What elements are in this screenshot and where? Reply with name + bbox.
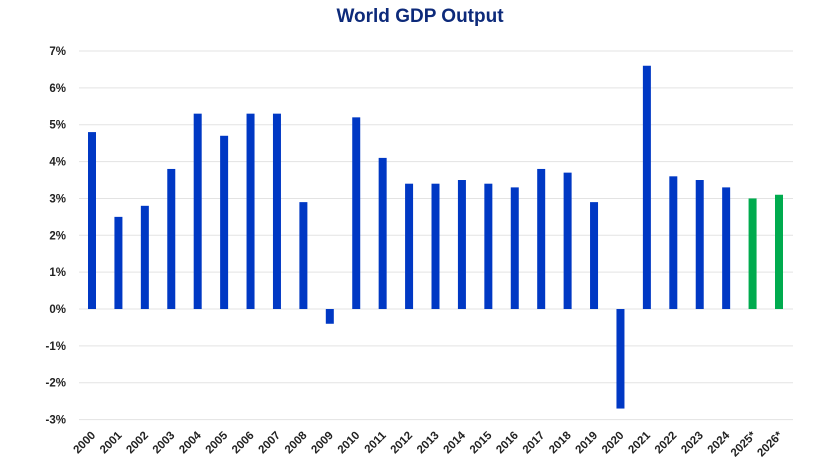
x-tick-label: 2008 — [283, 429, 310, 456]
x-tick-label: 2016 — [494, 430, 521, 457]
x-tick-label: 2013 — [415, 430, 442, 457]
bar-2004 — [193, 113, 202, 310]
y-tick-label: 2% — [49, 230, 66, 242]
x-tick-label: 2015 — [468, 429, 495, 456]
bar-2012 — [405, 183, 414, 310]
x-tick-label: 2020 — [600, 430, 627, 457]
y-tick-label: -1% — [46, 341, 66, 353]
bar-2016 — [510, 187, 519, 310]
bar-2006 — [246, 113, 255, 310]
x-tick-label: 2010 — [336, 430, 363, 457]
x-tick-label: 2012 — [389, 430, 416, 457]
x-tick-label: 2007 — [257, 430, 284, 457]
bar-2021 — [642, 65, 651, 310]
bar-2014 — [457, 180, 466, 310]
bar-2025* — [748, 198, 757, 310]
bar-2000 — [88, 132, 96, 310]
y-tick-label: -3% — [46, 415, 66, 427]
x-tick-label: 2026* — [755, 429, 785, 459]
x-tick-label: 2001 — [98, 429, 125, 456]
y-tick-label: 5% — [49, 120, 66, 132]
bar-2022 — [669, 176, 678, 310]
bar-2001 — [114, 216, 123, 310]
bar-2017 — [537, 168, 546, 310]
bar-2010 — [352, 117, 361, 310]
bar-2024 — [722, 187, 731, 310]
bar-2020 — [616, 309, 625, 409]
bar-2011 — [378, 157, 387, 310]
x-tick-label: 2017 — [521, 430, 548, 457]
bar-2018 — [563, 172, 572, 310]
y-tick-label: 7% — [49, 46, 66, 58]
bar-2009 — [325, 309, 334, 324]
x-tick-label: 2018 — [547, 429, 574, 456]
y-tick-label: -2% — [46, 378, 66, 390]
x-tick-label: 2002 — [124, 430, 151, 457]
x-tick-label: 2011 — [363, 429, 390, 456]
bar-2002 — [140, 205, 149, 310]
x-tick-label: 2023 — [679, 430, 706, 457]
x-tick-label: 2005 — [204, 429, 231, 456]
x-tick-label: 2009 — [309, 430, 336, 457]
x-tick-label: 2003 — [151, 430, 178, 457]
bar-2013 — [431, 183, 440, 310]
x-tick-label: 2014 — [441, 429, 468, 456]
y-tick-label: 3% — [49, 193, 66, 205]
bar-2026* — [775, 194, 783, 310]
y-tick-label: 4% — [49, 157, 66, 169]
y-tick-label: 0% — [49, 304, 66, 316]
bar-2015 — [484, 183, 493, 310]
bar-2023 — [695, 180, 704, 310]
y-tick-label: 1% — [49, 267, 66, 279]
bar-2007 — [272, 113, 281, 310]
y-tick-label: 6% — [49, 83, 66, 95]
x-tick-label: 2006 — [230, 430, 257, 457]
x-tick-label: 2022 — [653, 430, 680, 457]
x-tick-label: 2021 — [626, 429, 653, 456]
x-tick-label: 2004 — [177, 429, 204, 456]
bar-2008 — [299, 202, 308, 310]
x-tick-label: 2019 — [574, 430, 601, 457]
bar-2003 — [167, 168, 176, 310]
bar-2019 — [590, 202, 599, 310]
x-tick-label: 2000 — [72, 430, 99, 457]
chart-title: World GDP Output — [336, 6, 504, 27]
x-tick-label: 2025* — [729, 429, 759, 459]
bar-2005 — [220, 135, 229, 310]
x-tick-label: 2024 — [706, 429, 733, 456]
